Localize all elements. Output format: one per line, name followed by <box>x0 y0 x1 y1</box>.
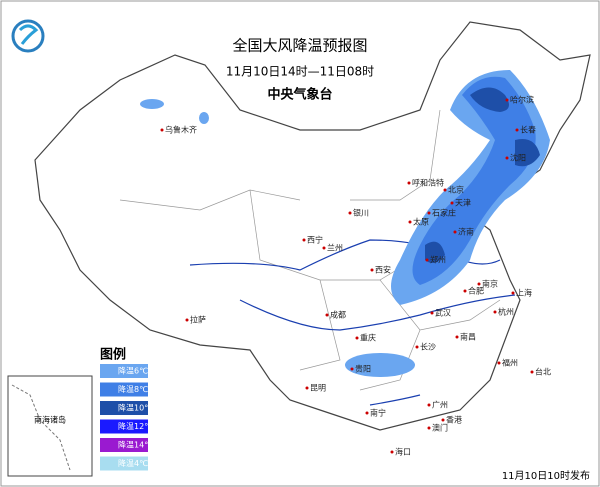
city-dot <box>350 367 354 371</box>
city-label: 太原 <box>413 217 429 227</box>
subtitle: 11月10日14时—11日08时 <box>226 65 374 79</box>
city-label: 福州 <box>502 359 518 368</box>
city-dot <box>515 128 519 132</box>
city-label: 上海 <box>516 288 532 298</box>
city-label: 武汉 <box>435 308 451 318</box>
city-label: 哈尔滨 <box>510 95 534 105</box>
city-label: 拉萨 <box>190 315 206 325</box>
city-dot <box>370 268 374 272</box>
city-label: 北京 <box>448 185 464 195</box>
city-dot <box>441 418 445 422</box>
city-dot <box>185 318 189 322</box>
city-label: 南宁 <box>370 408 386 418</box>
city-dot <box>511 291 515 295</box>
city-dot <box>322 246 326 250</box>
city-label: 杭州 <box>498 307 514 317</box>
city-dot <box>348 211 352 215</box>
city-label: 合肥 <box>468 286 484 296</box>
city-dot <box>463 289 467 293</box>
city-label: 澳门 <box>432 423 448 433</box>
city-label: 乌鲁木齐 <box>165 125 197 135</box>
legend-label: 降温10℃ <box>118 403 153 413</box>
city-dot <box>302 238 306 242</box>
city-label: 西安 <box>375 265 391 275</box>
city-dot <box>477 282 481 286</box>
city-dot <box>425 258 429 262</box>
inset-label: 南海诸岛 <box>34 415 66 425</box>
city-label: 沈阳 <box>510 153 526 163</box>
city-dot <box>427 426 431 430</box>
province-borders <box>119 109 501 391</box>
legend-swatch <box>100 364 148 378</box>
city-dot <box>415 345 419 349</box>
city-dot <box>493 310 497 314</box>
city-label: 呼和浩特 <box>412 178 444 188</box>
city-label: 南京 <box>482 279 498 289</box>
logo <box>11 19 45 53</box>
legend-label: 降温14℃ <box>118 440 153 450</box>
legend-swatch <box>100 456 148 471</box>
city-dot <box>407 181 411 185</box>
city-dot <box>443 188 447 192</box>
city-dot <box>427 403 431 407</box>
city-dot <box>160 128 164 132</box>
legend-swatch <box>100 382 148 397</box>
legend-label: 降温4℃ <box>118 458 148 468</box>
city-dot <box>505 98 509 102</box>
city-dot <box>408 220 412 224</box>
city-dot <box>355 336 359 340</box>
city-label: 石家庄 <box>432 208 456 218</box>
city-label: 南昌 <box>460 332 476 342</box>
city-label: 海口 <box>395 447 411 457</box>
city-dot <box>505 156 509 160</box>
city-dot <box>450 201 454 205</box>
footer: 11月10日10时发布 <box>502 469 590 482</box>
inset: 南海诸岛 <box>7 375 93 477</box>
city-label: 成都 <box>330 310 346 320</box>
city-label: 昆明 <box>310 384 326 393</box>
city-label: 台北 <box>535 367 551 377</box>
city-dot <box>427 211 431 215</box>
legend-title: 图例 <box>100 347 126 363</box>
agency: 中央气象台 <box>267 87 332 103</box>
city-dot <box>497 361 501 365</box>
legend-swatch <box>100 419 148 434</box>
cooling-zones <box>140 70 550 377</box>
city-dot <box>325 313 329 317</box>
city-dot <box>365 411 369 415</box>
city-label: 郑州 <box>430 255 446 265</box>
city-dot <box>390 450 394 454</box>
city-label: 贵阳 <box>355 364 371 374</box>
legend-label: 降温8℃ <box>118 384 148 394</box>
legend-swatch <box>100 401 148 415</box>
city-label: 西宁 <box>307 235 323 245</box>
city-label: 济南 <box>458 227 474 237</box>
title: 全国大风降温预报图 <box>232 37 367 55</box>
city-label: 长春 <box>520 125 536 135</box>
city-label: 兰州 <box>327 243 343 253</box>
city-label: 银川 <box>353 208 369 218</box>
city-label: 长沙 <box>420 342 436 352</box>
city-dot <box>305 386 309 390</box>
legend-label: 降温6℃ <box>118 366 148 376</box>
city-label: 香港 <box>446 415 462 425</box>
city-label: 天津 <box>455 198 471 208</box>
legend-label: 降温12℃ <box>118 421 153 431</box>
city-dot <box>453 230 457 234</box>
legend: 降温6℃ 降温8℃ 降温10℃ 降温12℃ 降温14℃ 降温4℃ <box>100 364 153 471</box>
legend-swatch <box>100 438 148 452</box>
city-label: 广州 <box>432 400 448 410</box>
city-dot <box>530 370 534 374</box>
city-dot <box>430 311 434 315</box>
city-dot <box>455 335 459 339</box>
city-label: 重庆 <box>360 333 376 343</box>
